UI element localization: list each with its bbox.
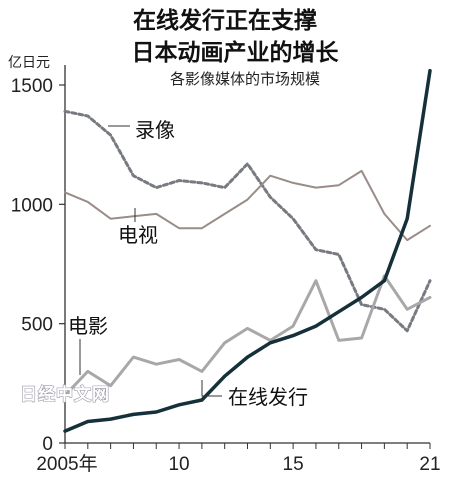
series-line-电视 (64, 169, 431, 242)
series-label-电视: 电视 (118, 223, 158, 247)
series-label-在线发行: 在线发行 (228, 385, 308, 409)
x-tick-label: 15 (283, 454, 304, 475)
chart-subtitle: 各影像媒体的市场规模 (170, 70, 320, 88)
series-line-在线发行 (63, 68, 432, 433)
series-line-电影 (63, 274, 432, 397)
series-label-电影: 电影 (68, 314, 108, 338)
watermark: 日经中文网 (20, 384, 110, 405)
y-tick-label: 1000 (11, 195, 53, 216)
axes: 0 500 1000 1500 2005年 10 15 21 (11, 65, 441, 475)
y-tick-label: 0 (42, 434, 53, 455)
chart-title-line2: 日本动画产业的增长 (132, 39, 340, 66)
series-line-录像 (63, 109, 432, 333)
series-label-录像: 录像 (135, 118, 175, 142)
y-axis-unit: 亿日元 (8, 54, 50, 70)
y-tick-label: 1500 (11, 76, 53, 97)
x-tick-label: 2005年 (36, 453, 97, 475)
x-tick-label: 10 (168, 454, 189, 475)
series-layer (63, 68, 432, 433)
chart-title-line1: 在线发行正在支撑 (133, 7, 317, 34)
x-tick-label: 21 (419, 454, 440, 475)
series-leader-在线发行 (201, 380, 222, 397)
y-tick-label: 500 (21, 315, 53, 336)
